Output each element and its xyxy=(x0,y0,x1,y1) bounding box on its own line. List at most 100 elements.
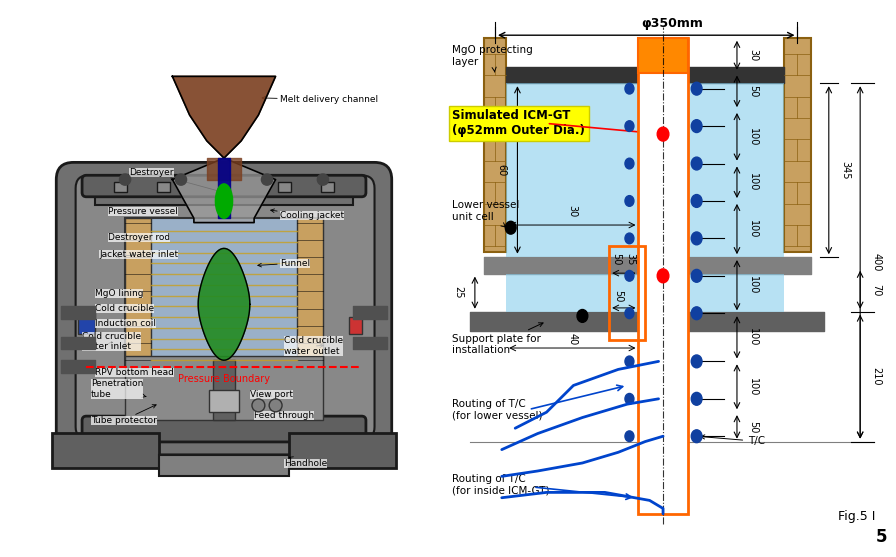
Text: Destroyer: Destroyer xyxy=(129,168,220,192)
Circle shape xyxy=(625,431,634,442)
Text: Cold crucible
water outlet: Cold crucible water outlet xyxy=(284,336,343,356)
Circle shape xyxy=(692,120,702,133)
Circle shape xyxy=(625,393,634,404)
Text: Support plate for
installation: Support plate for installation xyxy=(452,323,543,355)
Text: 100: 100 xyxy=(748,378,758,396)
Bar xyxy=(609,246,645,340)
Text: Feed through: Feed through xyxy=(254,411,314,421)
Text: 100: 100 xyxy=(748,220,758,238)
Circle shape xyxy=(692,194,702,207)
Text: RPV bottom head: RPV bottom head xyxy=(95,368,174,377)
Circle shape xyxy=(692,355,702,368)
Bar xyxy=(52,433,159,468)
Circle shape xyxy=(692,430,702,443)
Text: Lower vessel
unit cell: Lower vessel unit cell xyxy=(452,200,520,227)
Text: Simulated ICM-GT
(φ52mm Outer Dia.): Simulated ICM-GT (φ52mm Outer Dia.) xyxy=(452,109,585,138)
Circle shape xyxy=(625,233,634,244)
Text: 25: 25 xyxy=(453,286,464,299)
Bar xyxy=(321,182,333,193)
FancyBboxPatch shape xyxy=(82,416,366,442)
Text: 100: 100 xyxy=(748,276,758,294)
Text: T/C: T/C xyxy=(701,435,765,446)
Text: Handhole: Handhole xyxy=(284,457,327,467)
Bar xyxy=(125,218,151,364)
Bar xyxy=(506,273,784,312)
Circle shape xyxy=(692,82,702,95)
Bar xyxy=(289,433,396,468)
FancyBboxPatch shape xyxy=(75,175,375,440)
Circle shape xyxy=(119,174,131,185)
Circle shape xyxy=(658,269,668,283)
Text: View port: View port xyxy=(250,390,293,399)
FancyBboxPatch shape xyxy=(82,175,366,197)
Polygon shape xyxy=(198,248,250,360)
Text: 40: 40 xyxy=(567,333,577,345)
Text: Routing of T/C
(for inside ICM-GT): Routing of T/C (for inside ICM-GT) xyxy=(452,473,550,495)
Circle shape xyxy=(625,308,634,319)
Bar xyxy=(78,313,95,334)
Text: 50: 50 xyxy=(613,290,624,302)
Circle shape xyxy=(625,271,634,281)
Text: 35: 35 xyxy=(625,253,635,265)
Circle shape xyxy=(317,174,329,185)
Circle shape xyxy=(252,399,265,412)
Polygon shape xyxy=(172,158,276,223)
Text: Melt delivery channel: Melt delivery channel xyxy=(263,95,378,104)
Polygon shape xyxy=(172,76,276,158)
Text: Fig.5 I: Fig.5 I xyxy=(838,510,875,523)
Text: 210: 210 xyxy=(872,368,882,386)
Bar xyxy=(506,84,784,257)
Bar xyxy=(115,182,127,193)
Text: 30: 30 xyxy=(748,49,758,61)
Circle shape xyxy=(505,221,516,234)
Text: Cooling jacket: Cooling jacket xyxy=(271,209,344,220)
Circle shape xyxy=(692,307,702,320)
FancyBboxPatch shape xyxy=(56,163,392,455)
Text: Cold crucible
water inlet: Cold crucible water inlet xyxy=(82,332,142,351)
Circle shape xyxy=(625,158,634,169)
Circle shape xyxy=(577,310,588,323)
Circle shape xyxy=(658,127,668,141)
Circle shape xyxy=(625,196,634,206)
Circle shape xyxy=(269,399,282,412)
Bar xyxy=(349,317,362,334)
Text: 70: 70 xyxy=(872,284,882,296)
Text: Induction coil: Induction coil xyxy=(95,319,156,328)
Circle shape xyxy=(692,392,702,405)
Bar xyxy=(158,182,170,193)
Bar xyxy=(159,455,289,476)
Bar xyxy=(297,218,323,364)
Text: 100: 100 xyxy=(748,173,758,192)
Circle shape xyxy=(625,84,634,94)
Circle shape xyxy=(625,356,634,367)
Text: MgO protecting
layer: MgO protecting layer xyxy=(452,45,533,72)
Text: Cold crucible: Cold crucible xyxy=(95,304,154,313)
Bar xyxy=(213,360,235,421)
Text: 50: 50 xyxy=(748,85,758,97)
Circle shape xyxy=(692,157,702,170)
Text: 100: 100 xyxy=(748,128,758,146)
Text: 50: 50 xyxy=(748,421,758,433)
Text: Tube protector: Tube protector xyxy=(90,405,157,424)
Text: 5: 5 xyxy=(875,528,887,546)
Text: 345: 345 xyxy=(840,161,850,179)
Bar xyxy=(638,38,688,514)
Bar xyxy=(125,356,323,421)
Text: φ350mm: φ350mm xyxy=(641,17,703,30)
Circle shape xyxy=(625,121,634,131)
Circle shape xyxy=(262,174,272,185)
Text: Pressure Boundary: Pressure Boundary xyxy=(178,374,270,384)
Text: Penetration
tube: Penetration tube xyxy=(90,379,146,399)
Text: Routing of T/C
(for lower vessel): Routing of T/C (for lower vessel) xyxy=(452,399,543,421)
Text: 30: 30 xyxy=(567,205,577,217)
Circle shape xyxy=(176,174,186,185)
Circle shape xyxy=(692,232,702,245)
Bar xyxy=(484,38,506,252)
Text: Jacket water inlet: Jacket water inlet xyxy=(99,250,178,259)
Text: Funnel: Funnel xyxy=(258,258,310,267)
Text: 100: 100 xyxy=(748,328,758,346)
Bar xyxy=(209,390,239,412)
Text: Destroyer rod: Destroyer rod xyxy=(108,233,170,242)
Bar xyxy=(95,184,353,206)
Circle shape xyxy=(692,270,702,282)
